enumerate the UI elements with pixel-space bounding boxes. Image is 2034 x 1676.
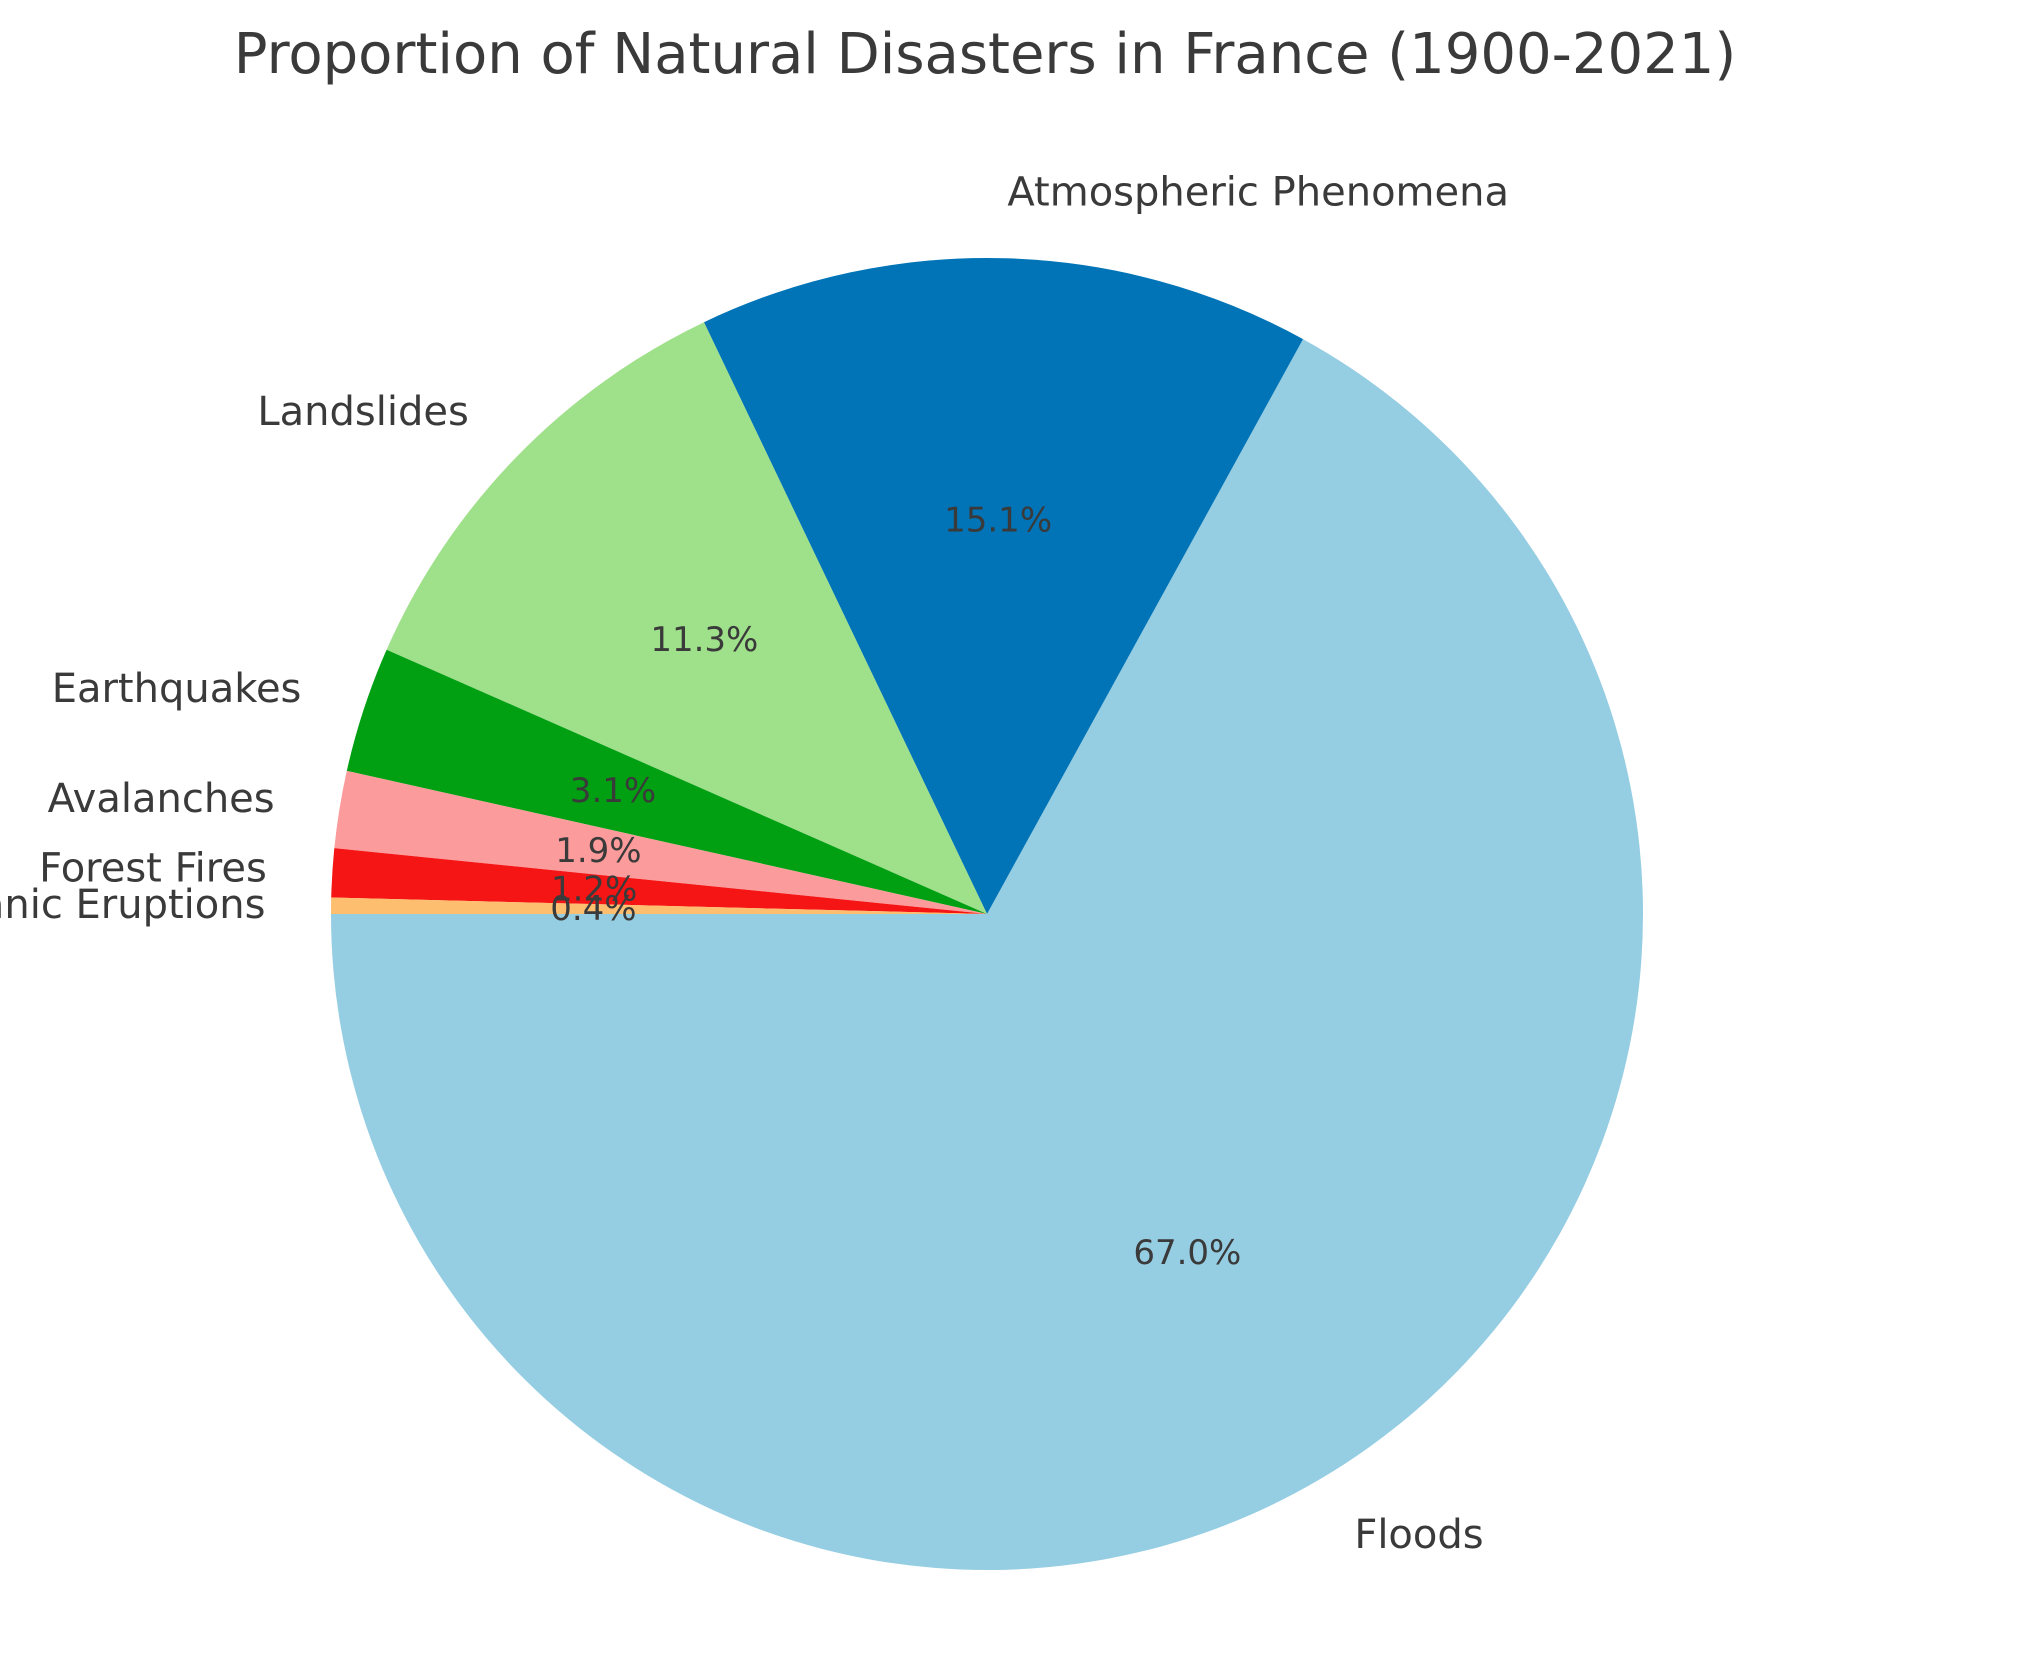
pie-slice-atmospheric-phenomena (703, 257, 1304, 914)
pct-label-volcanic-eruptions: 0.4% (550, 889, 636, 929)
pie-slice-forest-fires (331, 848, 988, 914)
pie-slices (331, 257, 1643, 1570)
pct-label-floods: 67.0% (1133, 1233, 1241, 1273)
pct-label-earthquakes: 3.1% (570, 771, 656, 811)
pie-slice-earthquakes (346, 649, 988, 914)
pct-label-atmospheric-phenomena: 15.1% (944, 501, 1052, 541)
category-label-earthquakes: Earthquakes (52, 666, 302, 712)
pie-slice-floods (331, 339, 1643, 1570)
category-label-avalanches: Avalanches (48, 776, 275, 822)
category-label-volcanic-eruptions: Volcanic Eruptions (0, 882, 265, 928)
category-label-forest-fires: Forest Fires (39, 846, 267, 892)
chart-title: Proportion of Natural Disasters in Franc… (234, 22, 1736, 87)
pct-label-forest-fires: 1.2% (551, 869, 637, 909)
percentage-labels: 67.0% 15.1% 11.3% 3.1% 1.9%1.2%0.4% (550, 501, 1241, 1273)
pie-slice-volcanic-eruptions (331, 897, 987, 914)
pct-label-avalanches: 1.9% (555, 831, 641, 871)
pie-slice-landslides (386, 322, 987, 914)
category-label-floods: Floods (1354, 1512, 1483, 1558)
category-labels: Floods Atmospheric Phenomena Landslides Ear… (0, 170, 1509, 1558)
pie-slice-avalanches (334, 770, 987, 914)
category-label-landslides: Landslides (257, 389, 468, 435)
category-label-atmospheric-phenomena: Atmospheric Phenomena (1007, 170, 1509, 216)
pct-label-landslides: 11.3% (650, 620, 758, 660)
